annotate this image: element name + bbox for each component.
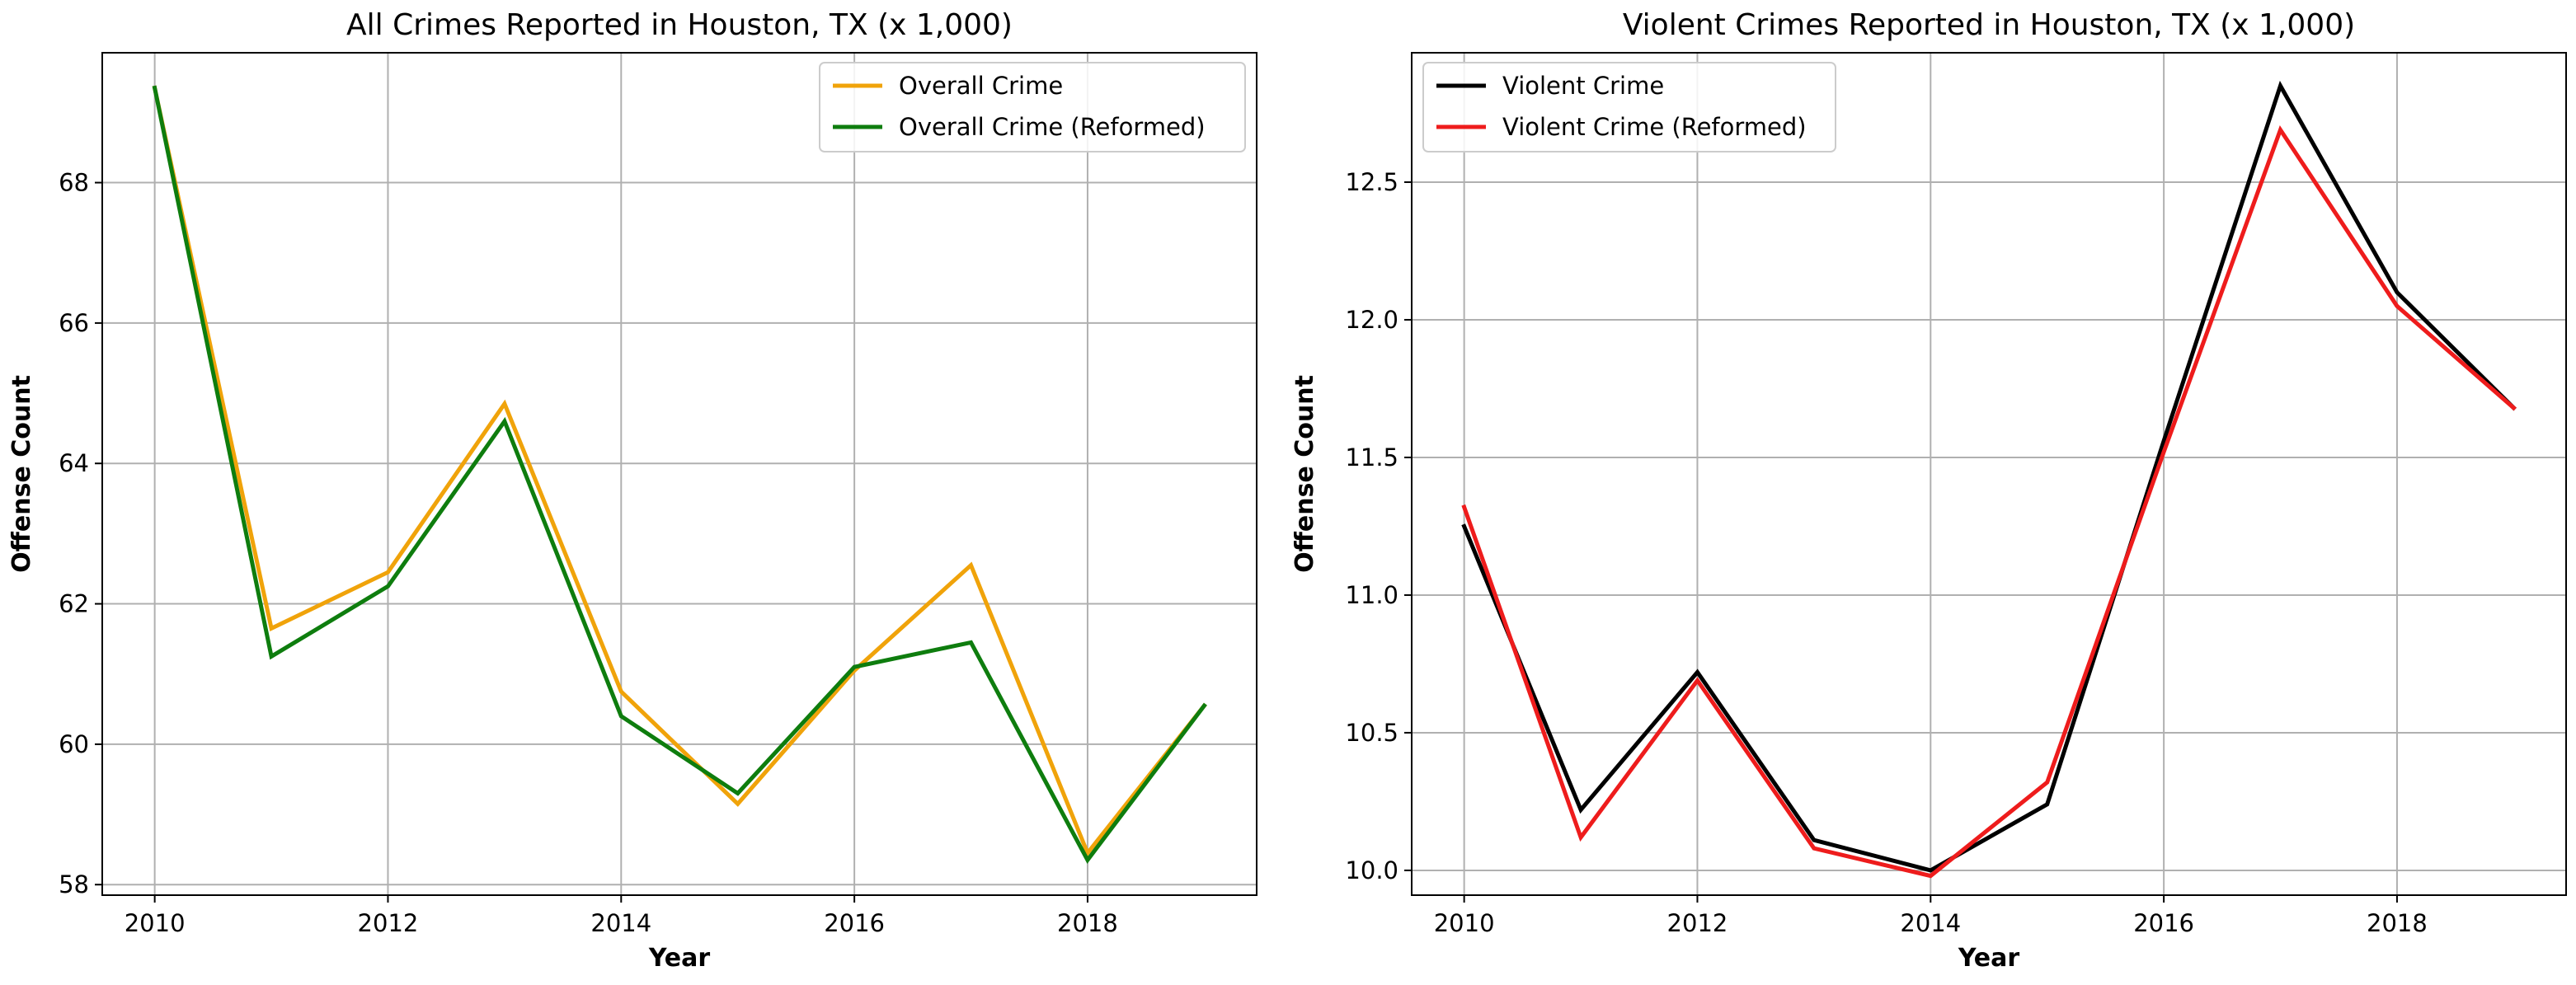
series-lines: [152, 85, 1207, 865]
series-line-2: [152, 85, 1207, 865]
legend-label: Violent Crime: [1502, 72, 1664, 100]
legend-box: [819, 62, 1246, 152]
y-tick-label: 11.0: [1345, 581, 1398, 609]
y-tick-label: 60: [59, 730, 89, 758]
x-axis-label: Year: [648, 944, 711, 973]
x-tick-label: 2012: [358, 909, 419, 937]
x-tick-label: 2010: [125, 909, 186, 937]
chart-title: Violent Crimes Reported in Houston, TX (…: [1623, 8, 2355, 42]
y-tick-label: 12.0: [1345, 306, 1398, 334]
x-tick-label: 2018: [2367, 909, 2428, 937]
chart-violent-crimes: Violent Crimes Reported in Houston, TX (…: [1290, 8, 2567, 973]
x-tick-label: 2018: [1057, 909, 1118, 937]
x-tick-label: 2014: [1900, 909, 1961, 937]
grid-lines: [1412, 53, 2566, 895]
y-tick-label: 10.5: [1345, 719, 1398, 747]
x-axis-label: Year: [1958, 944, 2020, 973]
y-axis-label: Offense Count: [1290, 375, 1319, 573]
series-lines: [1461, 80, 2517, 879]
x-tick-label: 2014: [590, 909, 651, 937]
series-line-1: [152, 85, 1207, 857]
plot-frame: [1411, 52, 2567, 896]
x-tick-label: 2012: [1667, 909, 1728, 937]
y-tick-label: 58: [59, 870, 89, 898]
x-tick-label: 2010: [1434, 909, 1495, 937]
y-tick-label: 12.5: [1345, 168, 1398, 196]
x-axis-ticks: 2010 2012 2014 2016 2018: [125, 895, 1118, 937]
y-tick-label: 11.5: [1345, 443, 1398, 471]
y-tick-label: 10.0: [1345, 856, 1398, 884]
x-tick-label: 2016: [2133, 909, 2194, 937]
grid-lines: [102, 53, 1257, 895]
y-tick-label: 66: [59, 309, 89, 337]
x-axis-ticks: 2010 2012 2014 2016 2018: [1434, 895, 2428, 937]
legend-label: Overall Crime: [899, 72, 1063, 100]
y-tick-label: 62: [59, 590, 89, 618]
legend: Violent Crime Violent Crime (Reformed): [1422, 62, 1836, 152]
y-axis-label: Offense Count: [7, 375, 36, 573]
y-axis-ticks: 58 60 62 64 66 68: [59, 169, 102, 898]
x-tick-label: 2016: [824, 909, 885, 937]
chart-all-crimes: All Crimes Reported in Houston, TX (x 1,…: [7, 8, 1257, 973]
y-tick-label: 64: [59, 449, 89, 477]
legend-label: Overall Crime (Reformed): [899, 113, 1206, 141]
plot-frame: [101, 52, 1257, 896]
legend-label: Violent Crime (Reformed): [1502, 113, 1807, 141]
chart-title: All Crimes Reported in Houston, TX (x 1,…: [346, 8, 1013, 42]
y-tick-label: 68: [59, 169, 89, 197]
series-line-1: [1461, 80, 2517, 873]
legend: Overall Crime Overall Crime (Reformed): [819, 62, 1246, 152]
legend-box: [1422, 62, 1836, 152]
y-axis-ticks: 10.0 10.5 11.0 11.5 12.0 12.5: [1345, 168, 1412, 884]
series-line-2: [1461, 124, 2517, 879]
